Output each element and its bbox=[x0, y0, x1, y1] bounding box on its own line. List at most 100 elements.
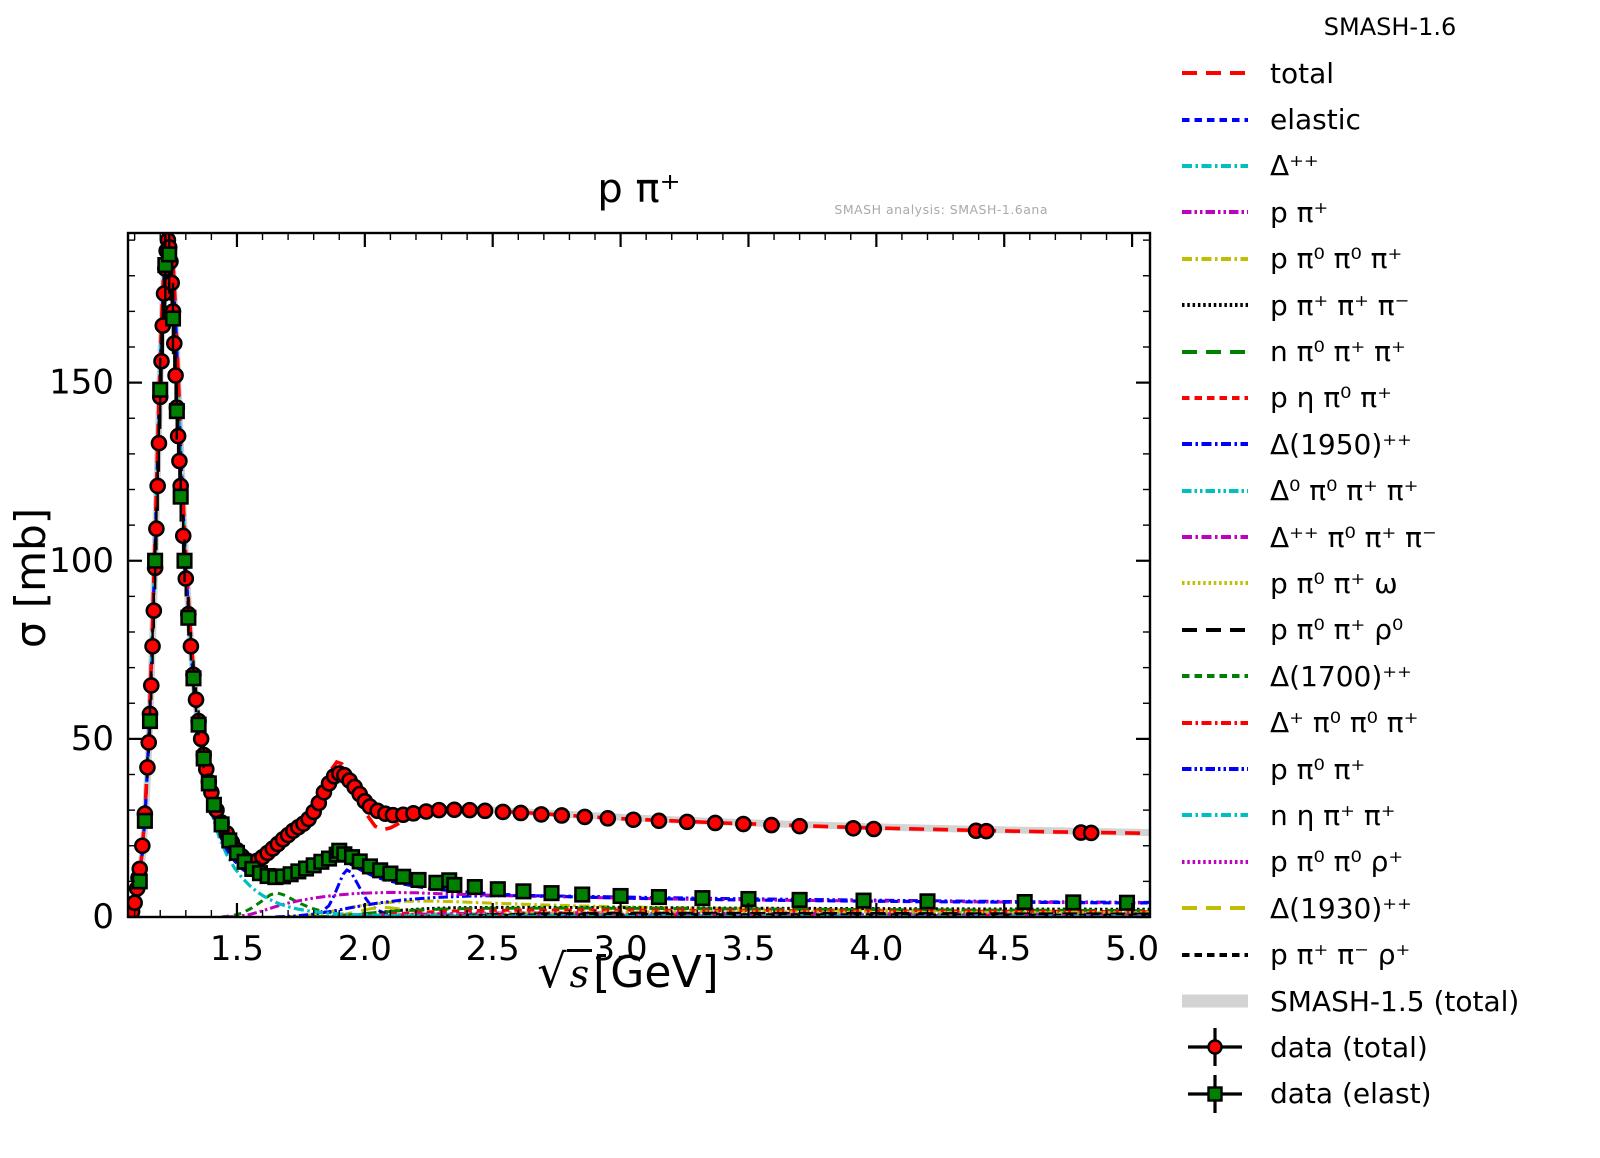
legend-title: SMASH-1.6 bbox=[1323, 13, 1457, 41]
data-point-circle bbox=[1082, 824, 1100, 842]
data-point-square bbox=[428, 874, 445, 891]
data-point-circle bbox=[494, 803, 512, 821]
legend-line-swatch bbox=[1182, 994, 1248, 1008]
legend-line-swatch bbox=[1182, 535, 1248, 540]
x-tick-label: 5.0 bbox=[1105, 929, 1159, 969]
data-point-circle bbox=[128, 894, 143, 912]
x-tick-label: 2.0 bbox=[338, 929, 392, 969]
x-tick-label: 4.0 bbox=[849, 929, 903, 969]
legend-label: p π⁰ π⁺ ω bbox=[1270, 566, 1398, 600]
legend-item-: Δ⁺ π⁰ π⁰ π⁺ bbox=[1180, 699, 1600, 745]
legend-label: SMASH-1.5 (total) bbox=[1270, 984, 1520, 1018]
axes bbox=[126, 231, 1152, 919]
legend-item-n: n η π⁺ π⁺ bbox=[1180, 792, 1600, 838]
legend-label: total bbox=[1270, 56, 1335, 90]
data-point-square bbox=[131, 873, 148, 890]
data-point-square bbox=[650, 888, 667, 906]
legend-line-swatch bbox=[1182, 813, 1248, 818]
x-tick-label: 3.5 bbox=[721, 929, 775, 969]
data-point-circle bbox=[171, 452, 188, 470]
data-point-square bbox=[466, 879, 483, 896]
legend-label: Δ⁰ π⁰ π⁺ π⁺ bbox=[1270, 474, 1419, 508]
legend-label: p π⁺ π⁻ ρ⁺ bbox=[1270, 938, 1411, 972]
data-point-square bbox=[855, 892, 872, 909]
legend-item-p: p π⁰ π⁰ π⁺ bbox=[1180, 236, 1600, 282]
data-point-square bbox=[152, 381, 169, 398]
legend-label: p η π⁰ π⁺ bbox=[1270, 381, 1392, 415]
legend-label: Δ⁺⁺ π⁰ π⁺ π⁻ bbox=[1270, 520, 1437, 554]
legend-label: Δ(1700)⁺⁺ bbox=[1270, 659, 1412, 693]
legend-line-swatch bbox=[1182, 627, 1248, 632]
data-point-square bbox=[395, 868, 412, 885]
data-point-square bbox=[694, 890, 711, 907]
legend-line-swatch bbox=[1182, 163, 1248, 168]
x-axis-unit: [GeV] bbox=[593, 947, 719, 998]
tick-labels: 1.5 2.0 2.5 3.0 3.5 4.0 4.5 5.0 0 50 100 150 bbox=[49, 363, 1159, 969]
plot-title: p π⁺ bbox=[597, 166, 681, 212]
data-point-circle bbox=[599, 810, 617, 827]
x-axis-label: √s[GeV] bbox=[428, 944, 828, 998]
legend-line-swatch bbox=[1182, 349, 1248, 354]
y-tick-label: 50 bbox=[71, 719, 114, 759]
data-point-circle bbox=[865, 820, 883, 838]
scatter-data-elast bbox=[131, 233, 1136, 911]
y-axis-label: σ [mb] bbox=[6, 507, 55, 649]
data-point-circle bbox=[149, 477, 166, 495]
legend-item-1950: Δ(1950)⁺⁺ bbox=[1180, 421, 1600, 467]
legend-marker-square bbox=[1188, 1074, 1242, 1113]
legend-label: Δ(1930)⁺⁺ bbox=[1270, 891, 1412, 925]
legend-item-p: p η π⁰ π⁺ bbox=[1180, 375, 1600, 421]
legend-label: p π⁰ π⁰ π⁺ bbox=[1270, 242, 1403, 276]
data-point-circle bbox=[142, 677, 160, 694]
data-point-circle bbox=[174, 527, 192, 545]
data-point-circle bbox=[735, 815, 752, 833]
data-point-square bbox=[489, 881, 506, 898]
legend-line-swatch bbox=[1182, 767, 1248, 772]
legend-line-swatch bbox=[1182, 859, 1248, 864]
legend-item-p: p π⁰ π⁺ ρ⁰ bbox=[1180, 607, 1600, 653]
legend-label: n π⁰ π⁺ π⁺ bbox=[1270, 335, 1406, 369]
data-point-circle bbox=[169, 427, 187, 445]
legend-line-swatch bbox=[1182, 442, 1248, 447]
legend-label: data (elast) bbox=[1270, 1077, 1432, 1111]
legend-line-swatch bbox=[1182, 674, 1248, 679]
legend-line-swatch bbox=[1182, 906, 1248, 911]
plot-border bbox=[126, 231, 1152, 919]
legend-item-p: p π⁰ π⁺ ω bbox=[1180, 560, 1600, 606]
series- bbox=[128, 233, 1150, 917]
legend-item-1930: Δ(1930)⁺⁺ bbox=[1180, 885, 1600, 931]
data-point-circle bbox=[155, 285, 173, 302]
data-point-square bbox=[791, 891, 808, 908]
data-point-square bbox=[1016, 893, 1033, 911]
data-point-square bbox=[195, 750, 212, 767]
data-point-square bbox=[168, 403, 185, 420]
legend-item-p: p π⁰ π⁰ ρ⁺ bbox=[1180, 839, 1600, 885]
legend-rows: total elastic Δ⁺⁺ p π⁺ p π⁰ π⁰ π⁺ p π⁺ π⁺ π⁻ n… bbox=[1180, 50, 1600, 1117]
legend: SMASH-1.6 total elastic Δ⁺⁺ p π⁺ p π⁰ π⁰ π⁺ p… bbox=[1180, 0, 1600, 1117]
data-point-circle bbox=[553, 807, 571, 824]
data-point-circle bbox=[192, 730, 210, 748]
legend-label: p π⁰ π⁺ ρ⁰ bbox=[1270, 613, 1404, 647]
data-point-circle bbox=[177, 570, 195, 587]
legend-label: p π⁺ bbox=[1270, 195, 1329, 229]
data-point-square bbox=[446, 876, 463, 893]
data-point-square bbox=[185, 670, 202, 687]
data-point-square bbox=[176, 552, 193, 569]
series-total bbox=[128, 233, 1150, 917]
y-tick-label: 100 bbox=[49, 541, 114, 581]
legend-item-total: total bbox=[1180, 50, 1600, 96]
legend-marker-circle bbox=[1188, 1028, 1242, 1067]
data-point-circle bbox=[134, 837, 151, 855]
data-point-square bbox=[1118, 894, 1136, 911]
data-point-circle bbox=[430, 801, 448, 819]
legend-line-swatch bbox=[1182, 395, 1248, 400]
legend-label: p π⁺ π⁺ π⁻ bbox=[1270, 288, 1410, 322]
data-point-square bbox=[200, 775, 217, 792]
data-point-circle bbox=[763, 816, 780, 834]
data-point-circle bbox=[791, 817, 808, 835]
legend-item-: Δ⁺⁺ π⁰ π⁺ π⁻ bbox=[1180, 514, 1600, 560]
legend-line-swatch bbox=[1182, 256, 1248, 261]
legend-label: p π⁰ π⁺ bbox=[1270, 752, 1366, 786]
